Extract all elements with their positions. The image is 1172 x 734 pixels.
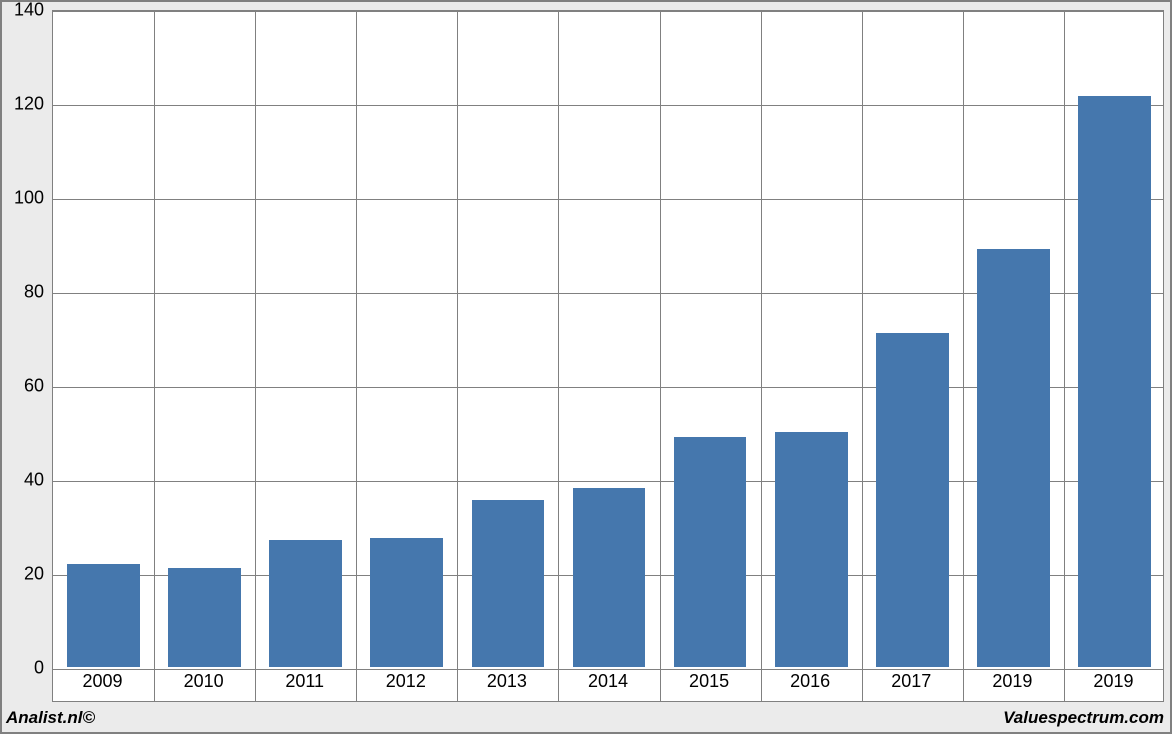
x-axis-label: 2012 [386, 671, 426, 692]
bar [67, 564, 140, 667]
gridline-h [53, 105, 1163, 106]
bar [269, 540, 342, 667]
gridline-h [53, 11, 1163, 12]
y-axis-label: 40 [4, 470, 44, 491]
gridline-h [53, 199, 1163, 200]
gridline-v [255, 11, 256, 701]
bar [370, 538, 443, 667]
x-axis-label: 2011 [285, 671, 324, 692]
y-axis-label: 20 [4, 564, 44, 585]
y-axis-label: 100 [4, 188, 44, 209]
footer-left: Analist.nl© [6, 708, 95, 728]
bar [775, 432, 848, 667]
gridline-v [457, 11, 458, 701]
bar [472, 500, 545, 667]
gridline-v [356, 11, 357, 701]
x-axis-label: 2019 [992, 671, 1032, 692]
x-axis-label: 2015 [689, 671, 729, 692]
y-axis-label: 120 [4, 94, 44, 115]
x-axis-label: 2009 [83, 671, 123, 692]
plot-area [52, 10, 1164, 702]
y-axis-label: 140 [4, 0, 44, 21]
bar [674, 437, 747, 667]
gridline-v [154, 11, 155, 701]
footer-right: Valuespectrum.com [1003, 708, 1164, 728]
x-axis-label: 2017 [891, 671, 931, 692]
chart-frame: 0 20 40 60 80 100 120 140 2009 2010 2011 2012 2013 2… [0, 0, 1172, 734]
y-axis-label: 80 [4, 282, 44, 303]
gridline-v [963, 11, 964, 701]
x-axis-line [53, 669, 1163, 670]
x-axis-label: 2019 [1093, 671, 1133, 692]
y-axis-label: 0 [4, 658, 44, 679]
x-axis-label: 2013 [487, 671, 527, 692]
bar [168, 568, 241, 667]
bar [573, 488, 646, 667]
gridline-v [558, 11, 559, 701]
gridline-v [660, 11, 661, 701]
bar [876, 333, 949, 667]
x-axis-label: 2010 [184, 671, 224, 692]
x-axis-label: 2016 [790, 671, 830, 692]
bar [977, 249, 1050, 667]
gridline-v [862, 11, 863, 701]
x-axis-label: 2014 [588, 671, 628, 692]
y-axis-label: 60 [4, 376, 44, 397]
gridline-v [761, 11, 762, 701]
bar [1078, 96, 1151, 667]
gridline-v [1064, 11, 1065, 701]
